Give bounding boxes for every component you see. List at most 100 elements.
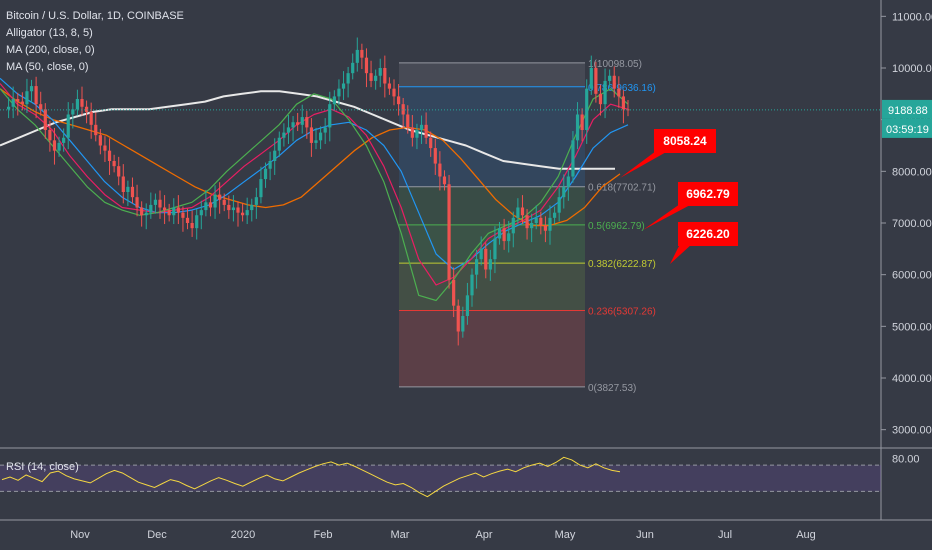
candle-body (566, 176, 570, 187)
candle-body (218, 194, 222, 200)
candle-body (20, 101, 24, 105)
price-callouts[interactable]: 8058.24 6962.79 6226.20 (620, 129, 738, 264)
candle-body (250, 204, 254, 211)
rsi-line (1, 456, 621, 498)
price-tick-label: 10000.00 (892, 63, 932, 75)
rsi-legend[interactable]: RSI (14, close) (6, 461, 79, 473)
fib-level-label: 0.618(7702.71) (588, 183, 656, 194)
candle-body (39, 104, 43, 110)
candle-body (621, 96, 626, 110)
price-tick-label: 11000.00 (892, 11, 932, 23)
rsi-band-fill (0, 465, 881, 492)
time-tick-label: Dec (147, 529, 167, 541)
candle-body (117, 166, 121, 177)
time-axis[interactable]: Nov Dec 2020 Feb Mar Apr May Jun Jul Aug (70, 529, 816, 541)
candle-body (484, 248, 488, 270)
candle-body (488, 259, 492, 270)
candle-body (392, 88, 396, 97)
candle-body (245, 210, 249, 216)
price-axis[interactable]: 11000.0010000.009000.008000.007000.00600… (881, 11, 932, 437)
fib-level-label: 0.236(5307.26) (588, 306, 656, 317)
candle-body (158, 199, 162, 208)
symbol-title[interactable]: Bitcoin / U.S. Dollar, 1D, COINBASE (6, 10, 184, 22)
candle-body (598, 93, 603, 105)
candle-body (328, 104, 332, 128)
candle-body (617, 88, 621, 97)
time-tick-label: Jun (636, 529, 654, 541)
candle-body (493, 238, 497, 260)
candle-body (410, 127, 414, 138)
candle-body (442, 176, 447, 185)
candle-body (511, 217, 515, 234)
candle-body (94, 124, 98, 136)
candle-body (387, 83, 392, 89)
candle-body (277, 137, 281, 151)
candle-body (66, 114, 70, 138)
candle-body (43, 109, 47, 130)
price-tick-label: 3000.00 (892, 425, 932, 437)
candle-body (75, 99, 80, 110)
candle-body (296, 122, 300, 125)
candle-body (374, 75, 378, 81)
alligator-line-0 (0, 77, 629, 271)
candle-body (222, 199, 226, 205)
candle-body (530, 223, 534, 229)
candle-body (273, 150, 277, 161)
ma200-line (0, 90, 615, 170)
candle-body (213, 194, 217, 208)
candle-body (185, 217, 190, 223)
candle-body (130, 186, 135, 198)
ma200-legend[interactable]: MA (200, close, 0) (6, 44, 95, 56)
fib-retracement[interactable]: 1(10098.05) 0.786(9636.16) 0.618(7702.71) 0… (399, 59, 656, 394)
candle-body (16, 99, 20, 102)
time-tick-label: Apr (475, 529, 492, 541)
candle-body (199, 210, 203, 216)
candle-body (11, 99, 15, 107)
candle-body (502, 228, 506, 242)
candle-body (282, 132, 286, 138)
price-tick-label: 6000.00 (892, 270, 932, 282)
callout-text: 6226.20 (686, 227, 730, 241)
candle-body (539, 217, 543, 226)
candle-body (406, 114, 410, 128)
alligator-line-2 (0, 88, 629, 302)
candle-body (34, 86, 38, 105)
candle-body (121, 176, 125, 192)
fib-band (399, 263, 585, 311)
alligator-legend[interactable]: Alligator (13, 8, 5) (6, 27, 93, 39)
time-tick-label: 2020 (231, 529, 255, 541)
candle-body (126, 186, 130, 192)
candle-body (268, 161, 272, 169)
candle-body (461, 316, 465, 332)
candle-body (291, 122, 295, 128)
candle-body (62, 137, 66, 143)
candle-body (383, 68, 387, 84)
candle-body (140, 207, 144, 216)
candle-body (176, 207, 180, 213)
candle-body (346, 73, 350, 84)
ma50-legend[interactable]: MA (50, close, 0) (6, 61, 89, 73)
alligator-series (0, 77, 629, 302)
rsi-pane: 80.00 (0, 454, 920, 498)
candle-body (429, 137, 433, 149)
candle-body (204, 202, 208, 211)
candle-body (52, 140, 57, 151)
price-series (6, 37, 630, 346)
candle-body (254, 197, 258, 205)
time-tick-label: May (555, 529, 576, 541)
candle-body (286, 127, 291, 133)
callout-box[interactable] (678, 182, 738, 206)
callout-box[interactable] (678, 222, 738, 246)
candle-body (401, 104, 405, 115)
candle-body (507, 233, 511, 242)
time-tick-label: Feb (314, 529, 333, 541)
callout-box[interactable] (654, 129, 716, 153)
candle-body (80, 99, 84, 107)
candle-body (575, 114, 580, 141)
candle-body (452, 279, 456, 306)
candle-body (259, 179, 263, 198)
candle-body (355, 49, 359, 63)
candle-body (71, 109, 75, 115)
